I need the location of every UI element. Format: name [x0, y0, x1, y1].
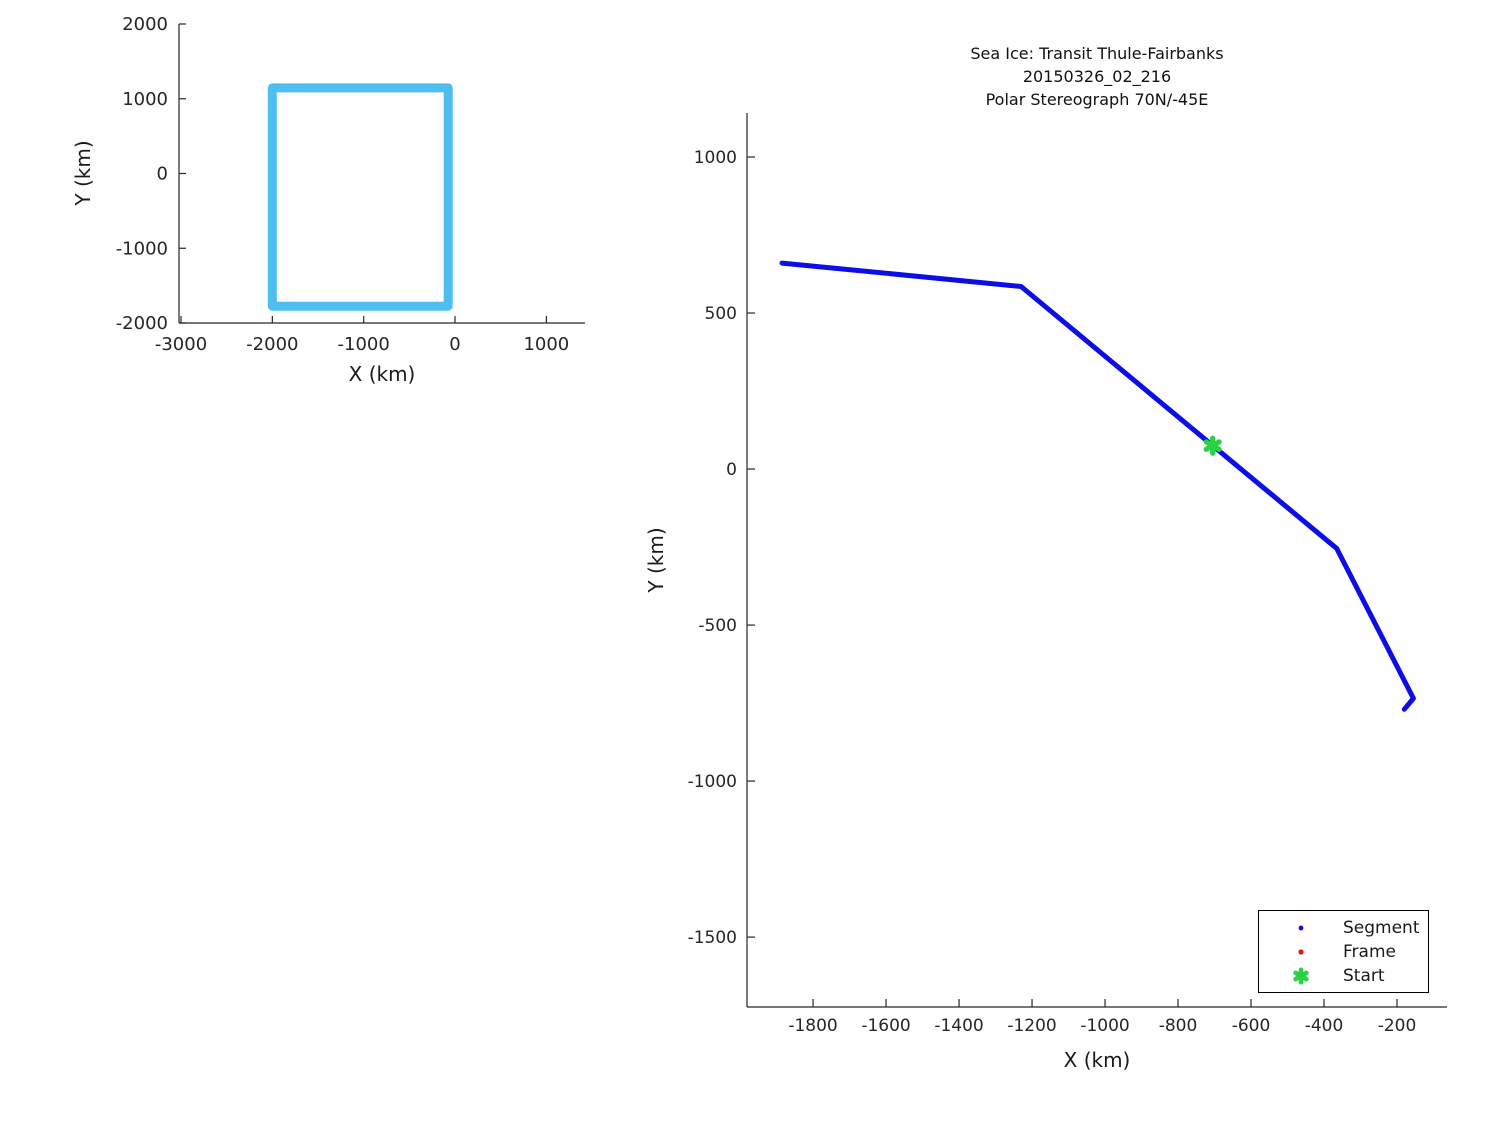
overview-xlabel: X (km) — [348, 362, 416, 386]
transit-title-line3: Polar Stereograph 70N/-45E — [985, 90, 1209, 109]
legend-label-frame: Frame — [1343, 942, 1396, 962]
start-marker — [1203, 435, 1222, 456]
y-tick-label: -2000 — [116, 313, 168, 334]
y-tick-label: -1500 — [688, 928, 737, 948]
y-tick-label: -1000 — [116, 238, 168, 259]
asterisk-spoke — [1203, 439, 1222, 452]
legend-label-segment: Segment — [1343, 918, 1420, 938]
swath-outline-path — [267, 83, 453, 311]
x-tick-label: -2000 — [246, 334, 298, 355]
y-tick-label: 2000 — [122, 14, 168, 35]
x-tick-label: -1400 — [934, 1016, 983, 1036]
y-tick-label: -1000 — [688, 772, 737, 792]
segment-track-path — [779, 260, 1416, 712]
y-tick-label: 1000 — [694, 148, 737, 168]
x-tick-label: -1000 — [338, 334, 390, 355]
transit-ylabel: Y (km) — [644, 527, 668, 593]
x-tick-label: -400 — [1305, 1016, 1344, 1036]
x-tick-label: -200 — [1378, 1016, 1417, 1036]
x-tick-label: -1800 — [788, 1016, 837, 1036]
y-tick-label: -500 — [698, 616, 737, 636]
transit-title-line1: Sea Ice: Transit Thule-Fairbanks — [970, 44, 1224, 63]
x-tick-label: -1600 — [861, 1016, 910, 1036]
x-tick-label: -800 — [1159, 1016, 1198, 1036]
y-tick-label: 500 — [705, 304, 737, 324]
transit-title: Sea Ice: Transit Thule-Fairbanks 2015032… — [970, 42, 1223, 111]
transit-xlabel: X (km) — [1063, 1048, 1131, 1072]
y-tick-label: 1000 — [122, 89, 168, 110]
legend-item-start: Start — [1259, 964, 1428, 988]
legend-item-segment: Segment — [1259, 916, 1428, 940]
x-tick-label: 1000 — [523, 334, 569, 355]
transit-title-line2: 20150326_02_216 — [1022, 67, 1172, 86]
segment-dot-icon — [1259, 919, 1343, 937]
legend: Segment Frame Start — [1258, 910, 1429, 993]
start-asterisk-icon — [1259, 967, 1343, 985]
legend-item-frame: Frame — [1259, 940, 1428, 964]
x-tick-label: -1000 — [1080, 1016, 1129, 1036]
y-tick-label: 0 — [157, 164, 168, 185]
x-tick-label: 0 — [449, 334, 460, 355]
x-tick-label: -1200 — [1007, 1016, 1056, 1036]
overview-ylabel: Y (km) — [71, 140, 95, 206]
y-tick-label: 0 — [726, 460, 737, 480]
legend-label-start: Start — [1343, 966, 1385, 986]
frame-dot-icon — [1259, 943, 1343, 961]
x-tick-label: -3000 — [155, 334, 207, 355]
x-tick-label: -600 — [1232, 1016, 1271, 1036]
